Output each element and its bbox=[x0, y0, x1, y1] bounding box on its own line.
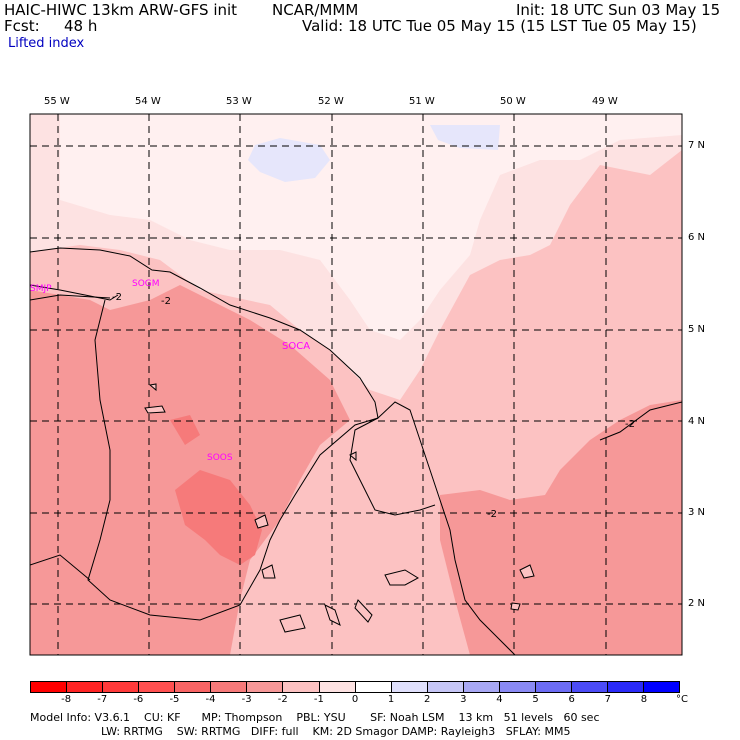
colorbar-swatch bbox=[499, 682, 536, 692]
dark-region-southwest bbox=[30, 285, 350, 655]
colorbar-swatch bbox=[31, 682, 68, 692]
colorbar-swatch bbox=[139, 682, 176, 692]
colorbar-swatch bbox=[211, 682, 248, 692]
colorbar-tick-label: -5 bbox=[169, 694, 180, 705]
colorbar-tick-label: -7 bbox=[97, 694, 108, 705]
colorbar-tick-label: -4 bbox=[205, 694, 216, 705]
border-guyana-suriname bbox=[30, 284, 119, 301]
lon-label-52w: 52 W bbox=[318, 96, 344, 107]
station-soos: SOOS bbox=[207, 453, 233, 463]
forecast-hour: 48 h bbox=[64, 17, 98, 35]
colorbar-tick-label: 0 bbox=[351, 694, 359, 705]
colorbar-tick-label: 5 bbox=[532, 694, 539, 705]
lat-label-4n: 4 N bbox=[688, 416, 706, 427]
colorbar bbox=[30, 681, 680, 693]
blue-area-3 bbox=[430, 125, 500, 150]
colorbar-tick-label: -2 bbox=[277, 694, 288, 705]
blue-area-1 bbox=[248, 138, 330, 182]
colorbar-swatch bbox=[391, 682, 428, 692]
model-info-line1: Model Info: V3.6.1 CU: KF MP: Thompson P… bbox=[30, 711, 600, 724]
init-time: Init: 18 UTC Sun 03 May 15 bbox=[516, 1, 721, 19]
contour-label: -2 bbox=[161, 296, 171, 307]
colorbar-swatch bbox=[283, 682, 320, 692]
colorbar-tick-label: 1 bbox=[387, 694, 395, 705]
colorbar-swatch bbox=[427, 682, 464, 692]
colorbar-tick-label: -1 bbox=[313, 694, 324, 705]
colorbar-swatch bbox=[571, 682, 608, 692]
colorbar-swatch bbox=[463, 682, 500, 692]
lon-label-54w: 54 W bbox=[135, 96, 161, 107]
station-soca: SOCA bbox=[282, 341, 311, 352]
colorbar-tick-label: -3 bbox=[241, 694, 252, 705]
dark-pocket-2 bbox=[170, 415, 200, 445]
colorbar-swatch bbox=[355, 682, 392, 692]
colorbar-tick-label: 2 bbox=[424, 694, 431, 705]
colorbar-tick-label: 3 bbox=[460, 694, 467, 705]
darkest-pocket bbox=[175, 470, 262, 565]
coastline bbox=[30, 247, 516, 655]
colorbar-tick-label: -6 bbox=[133, 694, 144, 705]
lat-label-3n: 3 N bbox=[688, 507, 706, 518]
station-smjp: SMJP bbox=[30, 284, 52, 294]
field-name: Lifted index bbox=[8, 36, 85, 51]
colorbar-tick-label: 6 bbox=[568, 694, 575, 705]
lon-label-53w: 53 W bbox=[226, 96, 252, 107]
lat-label-7n: 7 N bbox=[688, 140, 706, 151]
colorbar-swatch bbox=[247, 682, 284, 692]
dark-region-southeast bbox=[440, 400, 682, 655]
colorbar-swatch bbox=[103, 682, 140, 692]
model-title: HAIC-HIWC 13km ARW-GFS init bbox=[4, 1, 238, 19]
lat-label-6n: 6 N bbox=[688, 232, 706, 243]
minus2-contour bbox=[30, 294, 111, 301]
colorbar-swatch bbox=[535, 682, 572, 692]
white-region bbox=[60, 114, 682, 340]
colorbar-swatch bbox=[644, 682, 680, 692]
lon-label-51w: 51 W bbox=[409, 96, 435, 107]
valid-time: Valid: 18 UTC Tue 05 May 15 (15 LST Tue … bbox=[302, 17, 697, 35]
contour-label: -2 bbox=[112, 292, 122, 303]
forecast-label: Fcst: bbox=[4, 17, 40, 35]
colorbar-swatch bbox=[175, 682, 212, 692]
border-west bbox=[30, 554, 91, 581]
center-label: NCAR/MMM bbox=[272, 1, 359, 19]
station-sogm: SOGM bbox=[132, 279, 160, 289]
colorbar-tick-label: 8 bbox=[640, 694, 648, 705]
lon-label-50w: 50 W bbox=[500, 96, 526, 107]
model-info-line2: LW: RRTMG SW: RRTMG DIFF: full KM: 2D Sm… bbox=[101, 725, 571, 738]
colorbar-swatch bbox=[608, 682, 645, 692]
colorbar-unit: °C bbox=[676, 694, 688, 705]
lon-label-55w: 55 W bbox=[44, 96, 70, 107]
border-suriname-fg bbox=[87, 299, 379, 621]
contour-label: -2 bbox=[487, 509, 497, 520]
colorbar-tick-label: 7 bbox=[604, 694, 611, 705]
contour-label: -2 bbox=[625, 419, 635, 430]
contour-east bbox=[599, 401, 682, 441]
colorbar-tick-label: 4 bbox=[496, 694, 503, 705]
lon-label-49w: 49 W bbox=[592, 96, 618, 107]
colorbar-swatch bbox=[319, 682, 356, 692]
colorbar-swatch bbox=[67, 682, 104, 692]
lat-label-5n: 5 N bbox=[688, 324, 706, 335]
colorbar-tick-label: -8 bbox=[61, 694, 72, 705]
border-fg-brazil bbox=[349, 417, 436, 516]
lat-label-2n: 2 N bbox=[688, 598, 706, 609]
